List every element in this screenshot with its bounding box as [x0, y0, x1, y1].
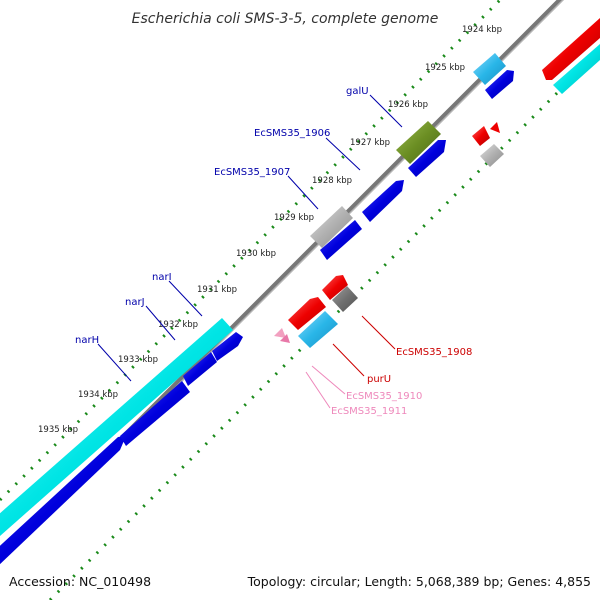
galU-feature-olive[interactable] — [396, 121, 441, 164]
accession-text: Accession: NC_010498 — [9, 574, 151, 589]
gene-label-narJ[interactable]: narJ — [125, 297, 145, 308]
feature-1926-red-tip[interactable] — [490, 122, 500, 133]
tick-1933: 1933 kbp — [118, 355, 158, 365]
EcSMS35_1907-leader — [287, 175, 319, 210]
outer-ruler-dots — [0, 0, 503, 502]
narJ-cds-arrow[interactable] — [120, 381, 190, 446]
tick-1935: 1935 kbp — [38, 425, 78, 435]
feature-1925-lightblue[interactable] — [473, 53, 506, 85]
feature-1926-red-small[interactable] — [472, 126, 490, 146]
EcSMS35_1906-cds-arrow[interactable] — [362, 180, 404, 222]
narH-leader — [97, 343, 132, 382]
genome-backbone-highlight — [0, 0, 565, 564]
gene-label-galU[interactable]: galU — [346, 86, 369, 97]
map-title: Escherichia coli SMS-3-5, complete genom… — [132, 11, 439, 27]
tick-1928: 1928 kbp — [312, 176, 352, 186]
tick-1924: 1924 kbp — [462, 25, 502, 35]
feature-1924-cyan[interactable] — [553, 44, 600, 94]
galU-leader — [369, 94, 403, 128]
purU-cds-arrow[interactable] — [322, 275, 348, 300]
EcSMS35_1910-feature-pink[interactable] — [274, 328, 286, 338]
tick-1925: 1925 kbp — [425, 63, 465, 73]
EcSMS35_1908-feature-lightblue[interactable] — [298, 311, 338, 348]
narJ-leader — [145, 305, 176, 341]
tick-1931: 1931 kbp — [197, 285, 237, 295]
gene-label-purU[interactable]: purU — [367, 374, 391, 385]
narI-leader — [168, 280, 203, 317]
tick-1932: 1932 kbp — [158, 320, 198, 330]
EcSMS35_1910-leader — [311, 365, 346, 395]
EcSMS35_1908-cds-arrow[interactable] — [288, 297, 326, 330]
gene-label-EcSMS35_1910[interactable]: EcSMS35_1910 — [346, 391, 422, 402]
tick-1929: 1929 kbp — [274, 213, 314, 223]
gene-label-EcSMS35_1911[interactable]: EcSMS35_1911 — [331, 406, 407, 417]
EcSMS35_1907-feature-gray[interactable] — [310, 206, 353, 248]
tick-1927: 1927 kbp — [350, 138, 390, 148]
EcSMS35_1906-leader — [325, 137, 361, 171]
EcSMS35_1908-leader — [361, 315, 396, 350]
gene-label-narH[interactable]: narH — [75, 335, 99, 346]
EcSMS35_1907-cds-arrow[interactable] — [320, 220, 362, 260]
genome-summary-text: Topology: circular; Length: 5,068,389 bp… — [247, 574, 591, 589]
gene-label-EcSMS35_1908[interactable]: EcSMS35_1908 — [396, 347, 472, 358]
feature-1925-cds-arrow[interactable] — [485, 70, 514, 99]
tick-1934: 1934 kbp — [78, 390, 118, 400]
narH-feature-cyan[interactable] — [0, 318, 233, 536]
feature-1926-gray[interactable] — [480, 144, 504, 167]
narI-cds-arrow[interactable] — [183, 352, 217, 386]
gene-label-EcSMS35_1906[interactable]: EcSMS35_1906 — [254, 128, 330, 139]
purU-feature-darkgray[interactable] — [332, 286, 358, 312]
feature-1924-red[interactable] — [542, 18, 600, 80]
tick-1926: 1926 kbp — [388, 100, 428, 110]
narI-end-arrow[interactable] — [212, 332, 243, 361]
galU-cds-arrow[interactable] — [408, 140, 446, 177]
purU-leader — [332, 343, 365, 377]
tick-1930: 1930 kbp — [236, 249, 276, 259]
gene-label-narI[interactable]: narI — [152, 272, 172, 283]
EcSMS35_1911-leader — [305, 371, 331, 409]
narH-cds-arrow[interactable] — [0, 436, 126, 566]
EcSMS35_1911-feature-pink[interactable] — [280, 334, 290, 343]
gene-label-EcSMS35_1907[interactable]: EcSMS35_1907 — [214, 167, 290, 178]
